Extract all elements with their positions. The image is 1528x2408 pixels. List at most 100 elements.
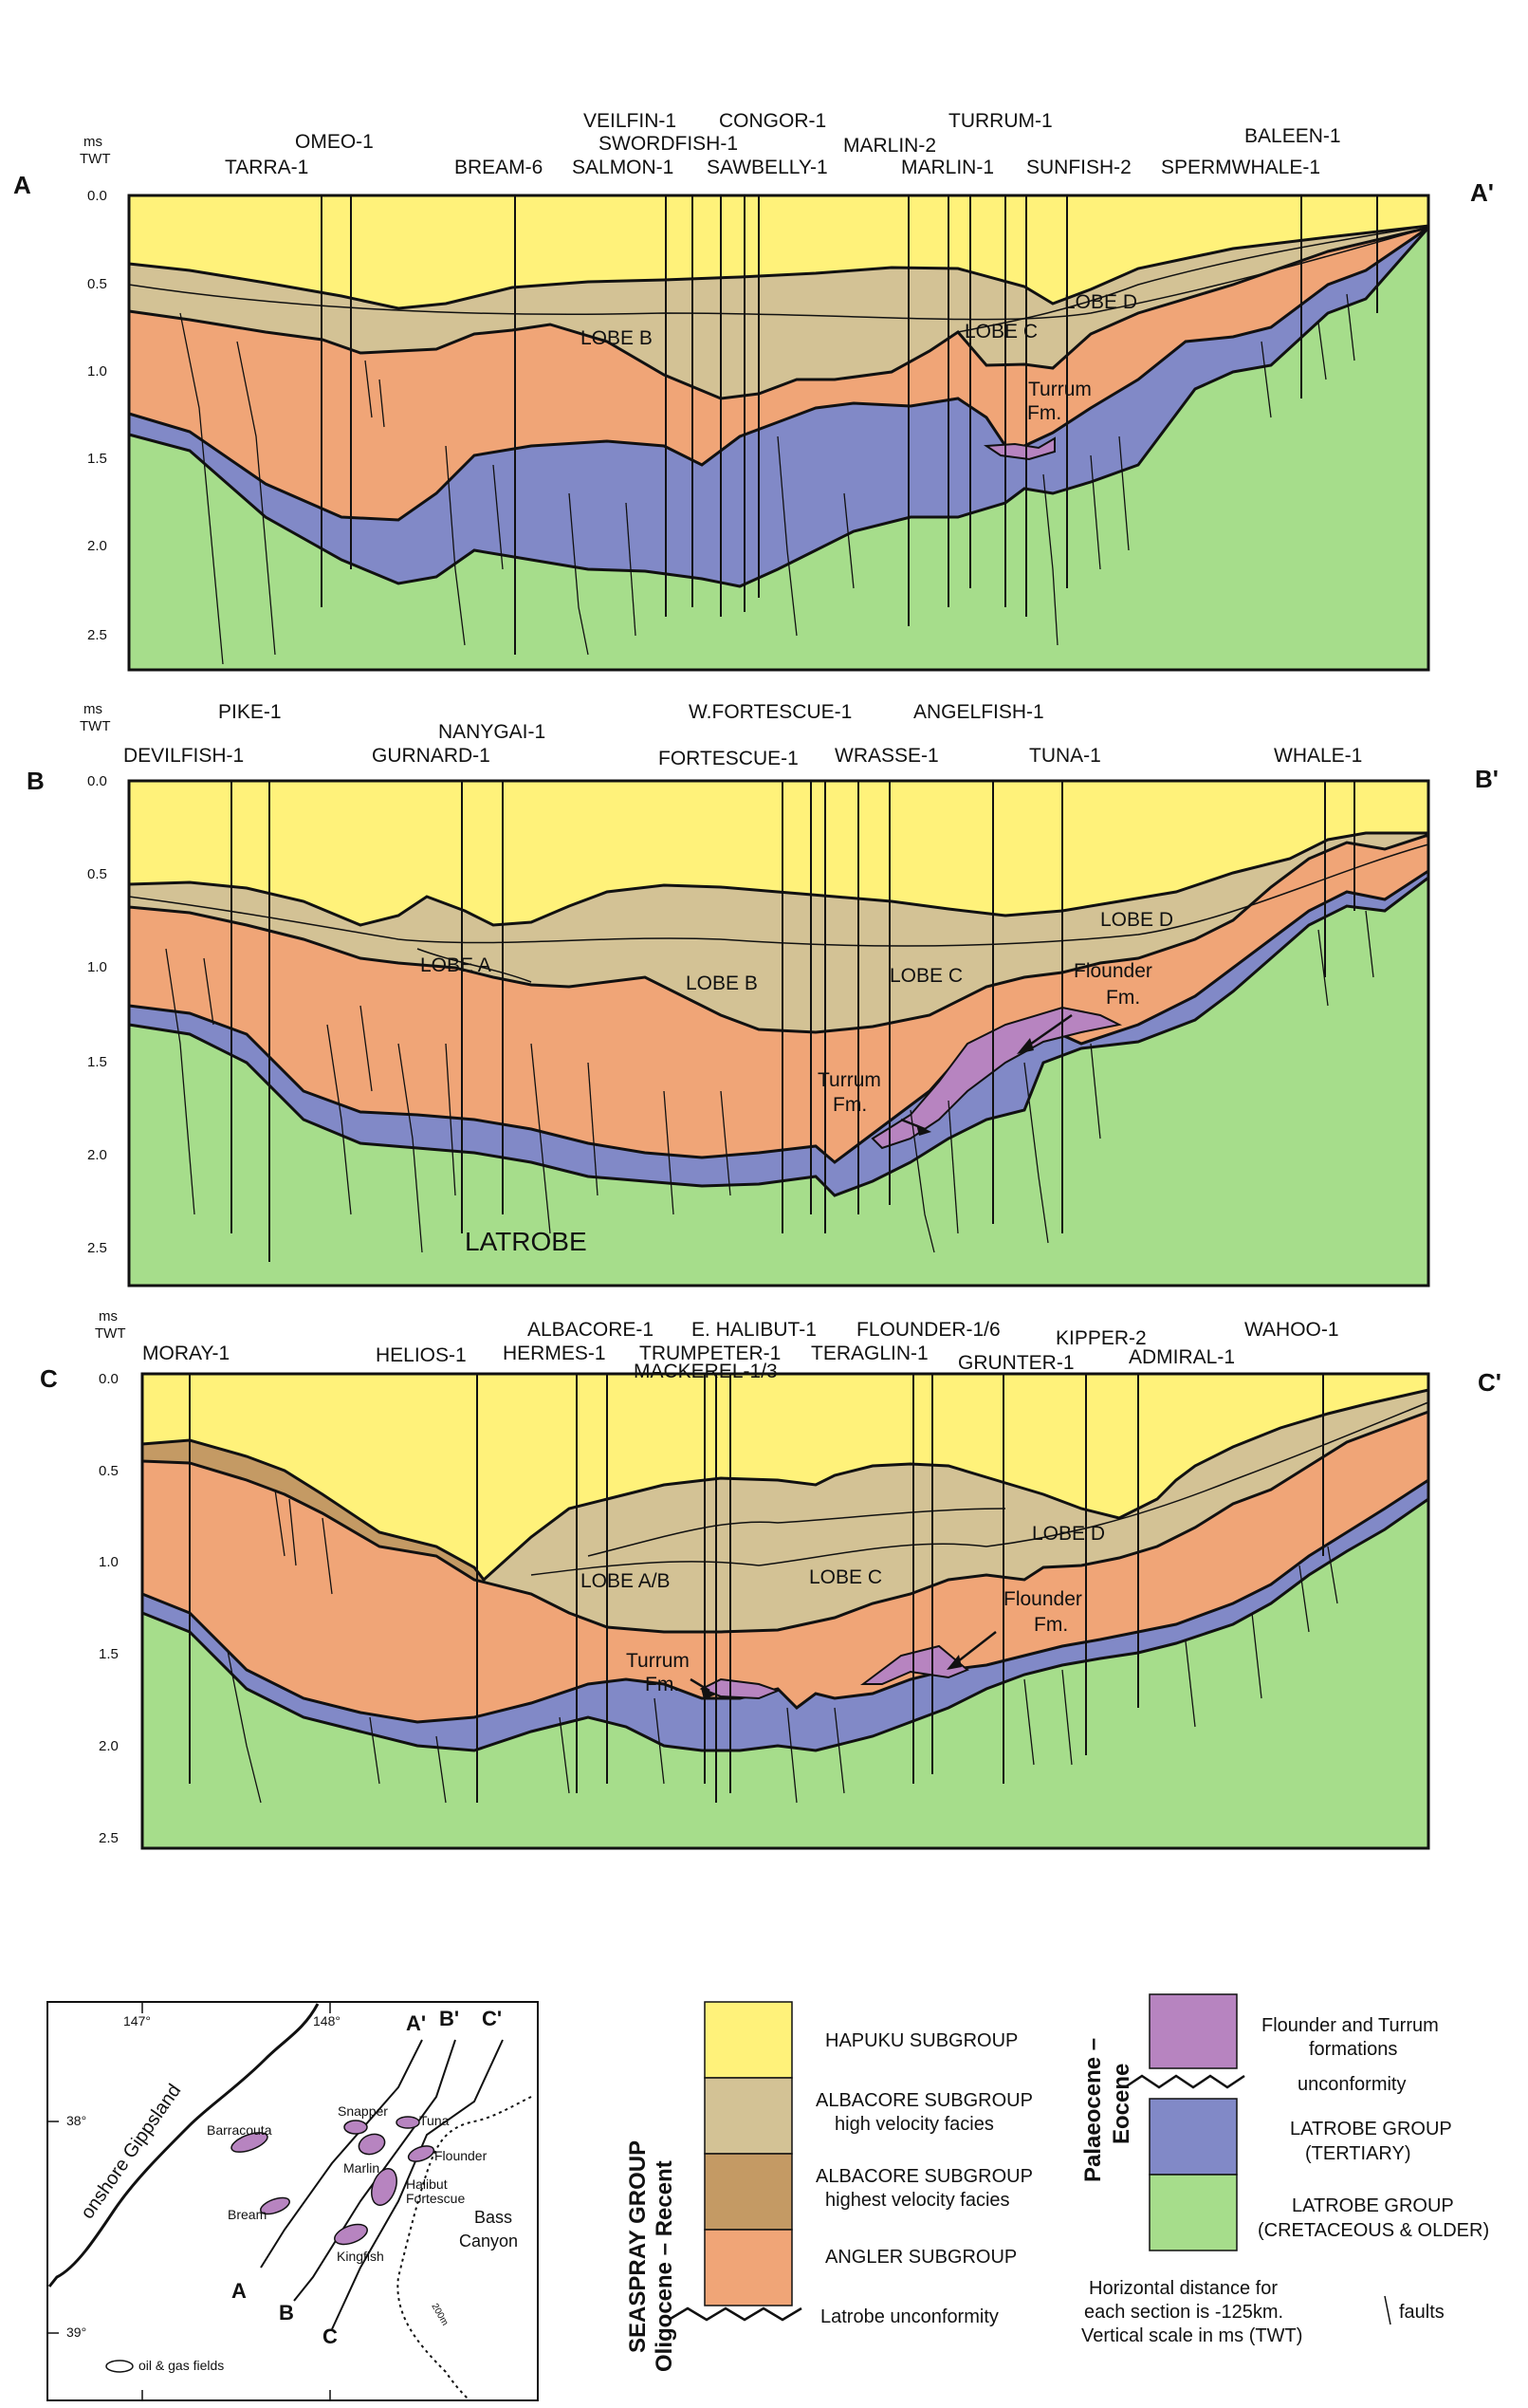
well-label: DEVILFISH-1 <box>123 745 244 767</box>
swatch-latrobe-tertiary <box>1149 2098 1238 2176</box>
map-legend-label: oil & gas fields <box>138 2358 224 2373</box>
tick-label: 2.0 <box>87 538 107 554</box>
tick-label: 1.5 <box>87 1054 107 1070</box>
well-label: W.FORTESCUE-1 <box>689 701 852 723</box>
lobe-boundary-b <box>128 843 1429 947</box>
well-label: VEILFIN-1 <box>583 110 676 132</box>
legend-formations: formations <box>1309 2039 1397 2060</box>
well-label: TERAGLIN-1 <box>811 1343 929 1364</box>
legend-albacore-highest: ALBACORE SUBGROUP <box>816 2166 1033 2187</box>
lon-label: 148° <box>313 2013 341 2028</box>
legend-flounder-turrum: Flounder and Turrum <box>1261 2015 1439 2036</box>
canyon-label: Bass <box>474 2208 512 2227</box>
well-label: WRASSE-1 <box>835 745 939 767</box>
latrobe-label: LATROBE <box>465 1227 587 1256</box>
formation-label: Flounder <box>1074 960 1152 982</box>
units-twt: TWT <box>80 718 110 734</box>
swatch-flounder-turrum <box>1149 1993 1238 2069</box>
lobe-label: LOBE B <box>580 327 653 349</box>
well-label: NANYGAI-1 <box>438 721 545 743</box>
line-end-label: B <box>279 2301 294 2325</box>
turrum-arrow-c <box>690 1677 710 1693</box>
lobe-boundary-b2 <box>416 948 532 983</box>
tick-label: 2.5 <box>87 627 107 643</box>
lobe-label: LOBE C <box>890 965 963 987</box>
well-label: SPERMWHALE-1 <box>1161 157 1320 178</box>
well-label: SAWBELLY-1 <box>707 157 828 178</box>
field-label: Tuna <box>419 2113 450 2128</box>
isobath-line <box>396 2096 532 2401</box>
well-label: FLOUNDER-1/6 <box>856 1319 1001 1341</box>
tick-label: 2.0 <box>87 1147 107 1163</box>
well-label: TUNA-1 <box>1029 745 1101 767</box>
lobe-label: LOBE A/B <box>580 1570 671 1592</box>
seaspray-age-label: Oligocene – Recent <box>652 2160 677 2372</box>
section-a-left-label: A <box>13 171 31 199</box>
lobe-label: LOBE C <box>965 321 1038 343</box>
well-label: E. HALIBUT-1 <box>691 1319 817 1341</box>
tick-label: 1.0 <box>87 363 107 380</box>
section-a <box>127 195 1430 672</box>
note-line-2: each section is -125km. <box>1084 2302 1283 2323</box>
legend-angler: ANGLER SUBGROUP <box>825 2247 1017 2268</box>
well-label: SALMON-1 <box>572 157 673 178</box>
field-snapper <box>343 2120 368 2135</box>
well-label: MARLIN-2 <box>843 135 936 157</box>
lon-label: 147° <box>123 2013 151 2028</box>
formation-label: Fm. <box>645 1674 679 1695</box>
faults-b <box>165 910 1374 1253</box>
lobe-boundary-a2 <box>957 225 1429 333</box>
section-c <box>140 1374 1430 1850</box>
field-barracouta <box>230 2132 268 2153</box>
lobe-label: LOBE D <box>1032 1523 1105 1545</box>
well-label: WAHOO-1 <box>1244 1319 1339 1341</box>
frame-a <box>127 194 1430 672</box>
lobe-label: LOBE D <box>1100 909 1173 931</box>
field-flounder <box>407 2145 435 2162</box>
legend-albacore-highest-facies: highest velocity facies <box>825 2190 1010 2211</box>
field-tuna <box>396 2116 420 2129</box>
section-a-right-label: A' <box>1470 178 1494 207</box>
flounder-arrowhead-c <box>947 1655 962 1670</box>
section-line-b <box>293 2039 456 2302</box>
faults-c <box>227 1489 1338 1804</box>
tick-label: 2.5 <box>99 1830 119 1846</box>
well-label: HELIOS-1 <box>376 1344 467 1366</box>
note-line-1: Horizontal distance for <box>1089 2278 1278 2299</box>
field-halibut-fortescue <box>371 2168 397 2206</box>
tick-label: 2.0 <box>99 1738 119 1754</box>
palaeo-eocene-label-2: Eocene <box>1109 2064 1134 2144</box>
legend-faults: faults <box>1399 2302 1445 2323</box>
field-marlin <box>358 2133 386 2156</box>
field-label: Fortescue <box>406 2191 465 2206</box>
y-axis-b: ms TWT 0.0 0.5 1.0 1.5 2.0 2.5 <box>80 701 110 1256</box>
lobe-boundary-a <box>128 227 1429 321</box>
lobe-label: LOBE A <box>420 954 491 976</box>
formation-label: Turrum <box>818 1069 881 1091</box>
fault-legend-symbol <box>1384 2295 1391 2325</box>
swatch-latrobe-cretaceous <box>1149 2174 1238 2251</box>
tick-label: 1.5 <box>99 1646 119 1662</box>
field-legend-icon <box>105 2360 134 2373</box>
lobe-label: LOBE B <box>686 972 758 994</box>
wells-a <box>321 195 1378 655</box>
y-axis-c: ms TWT 0.0 0.5 1.0 1.5 2.0 2.5 <box>95 1308 125 1846</box>
field-kingfish <box>334 2223 368 2246</box>
line-end-label: C' <box>482 2007 502 2030</box>
flounder-arrow-c <box>952 1631 997 1666</box>
legend-hapuku: HAPUKU SUBGROUP <box>825 2030 1018 2051</box>
tick-label: 0.5 <box>87 866 107 882</box>
tick-label: 0.5 <box>87 276 107 292</box>
formation-label: Turrum <box>626 1650 690 1672</box>
wells-b <box>230 781 1355 1262</box>
legend: SEASPRAY GROUP Oligocene – Recent HAPUKU… <box>625 1993 1489 2372</box>
section-line-c <box>331 2039 504 2330</box>
swatch-albacore-high <box>704 2077 793 2155</box>
units-twt: TWT <box>80 151 110 167</box>
latrobe-cretaceous-layer-b <box>127 874 1430 1287</box>
location-map: 147° 148° 38° 39° onshore Gippsland Barr… <box>46 2001 539 2401</box>
latrobe-cretaceous-layer-a <box>127 224 1430 672</box>
well-label: OMEO-1 <box>295 131 374 153</box>
well-label: GRUNTER-1 <box>958 1352 1075 1374</box>
well-label: HERMES-1 <box>503 1343 606 1364</box>
